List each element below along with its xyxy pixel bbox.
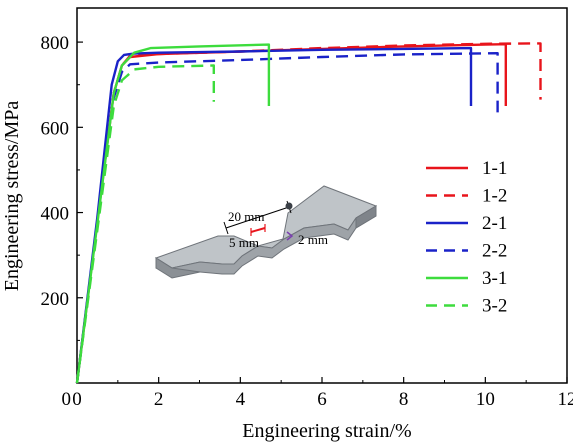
inset-dim-length: 20 mm bbox=[228, 209, 264, 224]
legend: 1-1 1-2 2-1 2-2 3-1 3-2 bbox=[426, 158, 507, 317]
y-tick-label: 200 bbox=[41, 289, 70, 310]
series-line-3-1 bbox=[75, 43, 271, 384]
x-tick-label: 0 bbox=[72, 389, 82, 410]
specimen-side-face bbox=[155, 257, 201, 279]
x-tick-label: 8 bbox=[399, 389, 409, 410]
x-tick-label: 2 bbox=[154, 389, 164, 410]
series-line-2-1 bbox=[75, 46, 473, 384]
x-tick-label: 4 bbox=[236, 389, 246, 410]
series-lines bbox=[75, 42, 542, 384]
legend-label: 2-1 bbox=[482, 213, 507, 234]
dimension-end-marker bbox=[285, 202, 293, 210]
gauge-marker bbox=[250, 227, 266, 233]
axis-ticks: 0 2 4 6 8 10 12 0 200 400 600 800 bbox=[41, 33, 573, 410]
y-tick-label: 400 bbox=[41, 204, 70, 225]
thickness-marker bbox=[286, 231, 294, 241]
legend-label: 3-2 bbox=[482, 296, 507, 317]
dimension-line-length bbox=[225, 206, 290, 229]
series-line-3-2 bbox=[75, 64, 215, 384]
legend-label: 1-2 bbox=[482, 186, 507, 207]
x-tick-label: 12 bbox=[558, 389, 573, 410]
specimen-end-face bbox=[355, 205, 377, 229]
specimen-inset: 20 mm 5 mm 2 mm bbox=[154, 185, 378, 279]
legend-label: 3-1 bbox=[482, 268, 507, 289]
series-line-2-2 bbox=[75, 52, 499, 384]
y-tick-label: 800 bbox=[41, 33, 70, 54]
x-tick-label: 6 bbox=[317, 389, 327, 410]
x-axis-title: Engineering strain/% bbox=[242, 420, 411, 442]
y-axis-title: Engineering stress/MPa bbox=[1, 101, 23, 292]
inset-dim-thickness: 2 mm bbox=[298, 232, 328, 247]
x-tick-label: 10 bbox=[476, 389, 495, 410]
legend-label: 1-1 bbox=[482, 158, 507, 179]
inset-dim-gauge: 5 mm bbox=[229, 235, 259, 250]
legend-label: 2-2 bbox=[482, 241, 507, 262]
dimension-tick-left bbox=[223, 221, 229, 235]
y-tick-label: 0 bbox=[62, 389, 72, 410]
y-tick-label: 600 bbox=[41, 118, 70, 139]
